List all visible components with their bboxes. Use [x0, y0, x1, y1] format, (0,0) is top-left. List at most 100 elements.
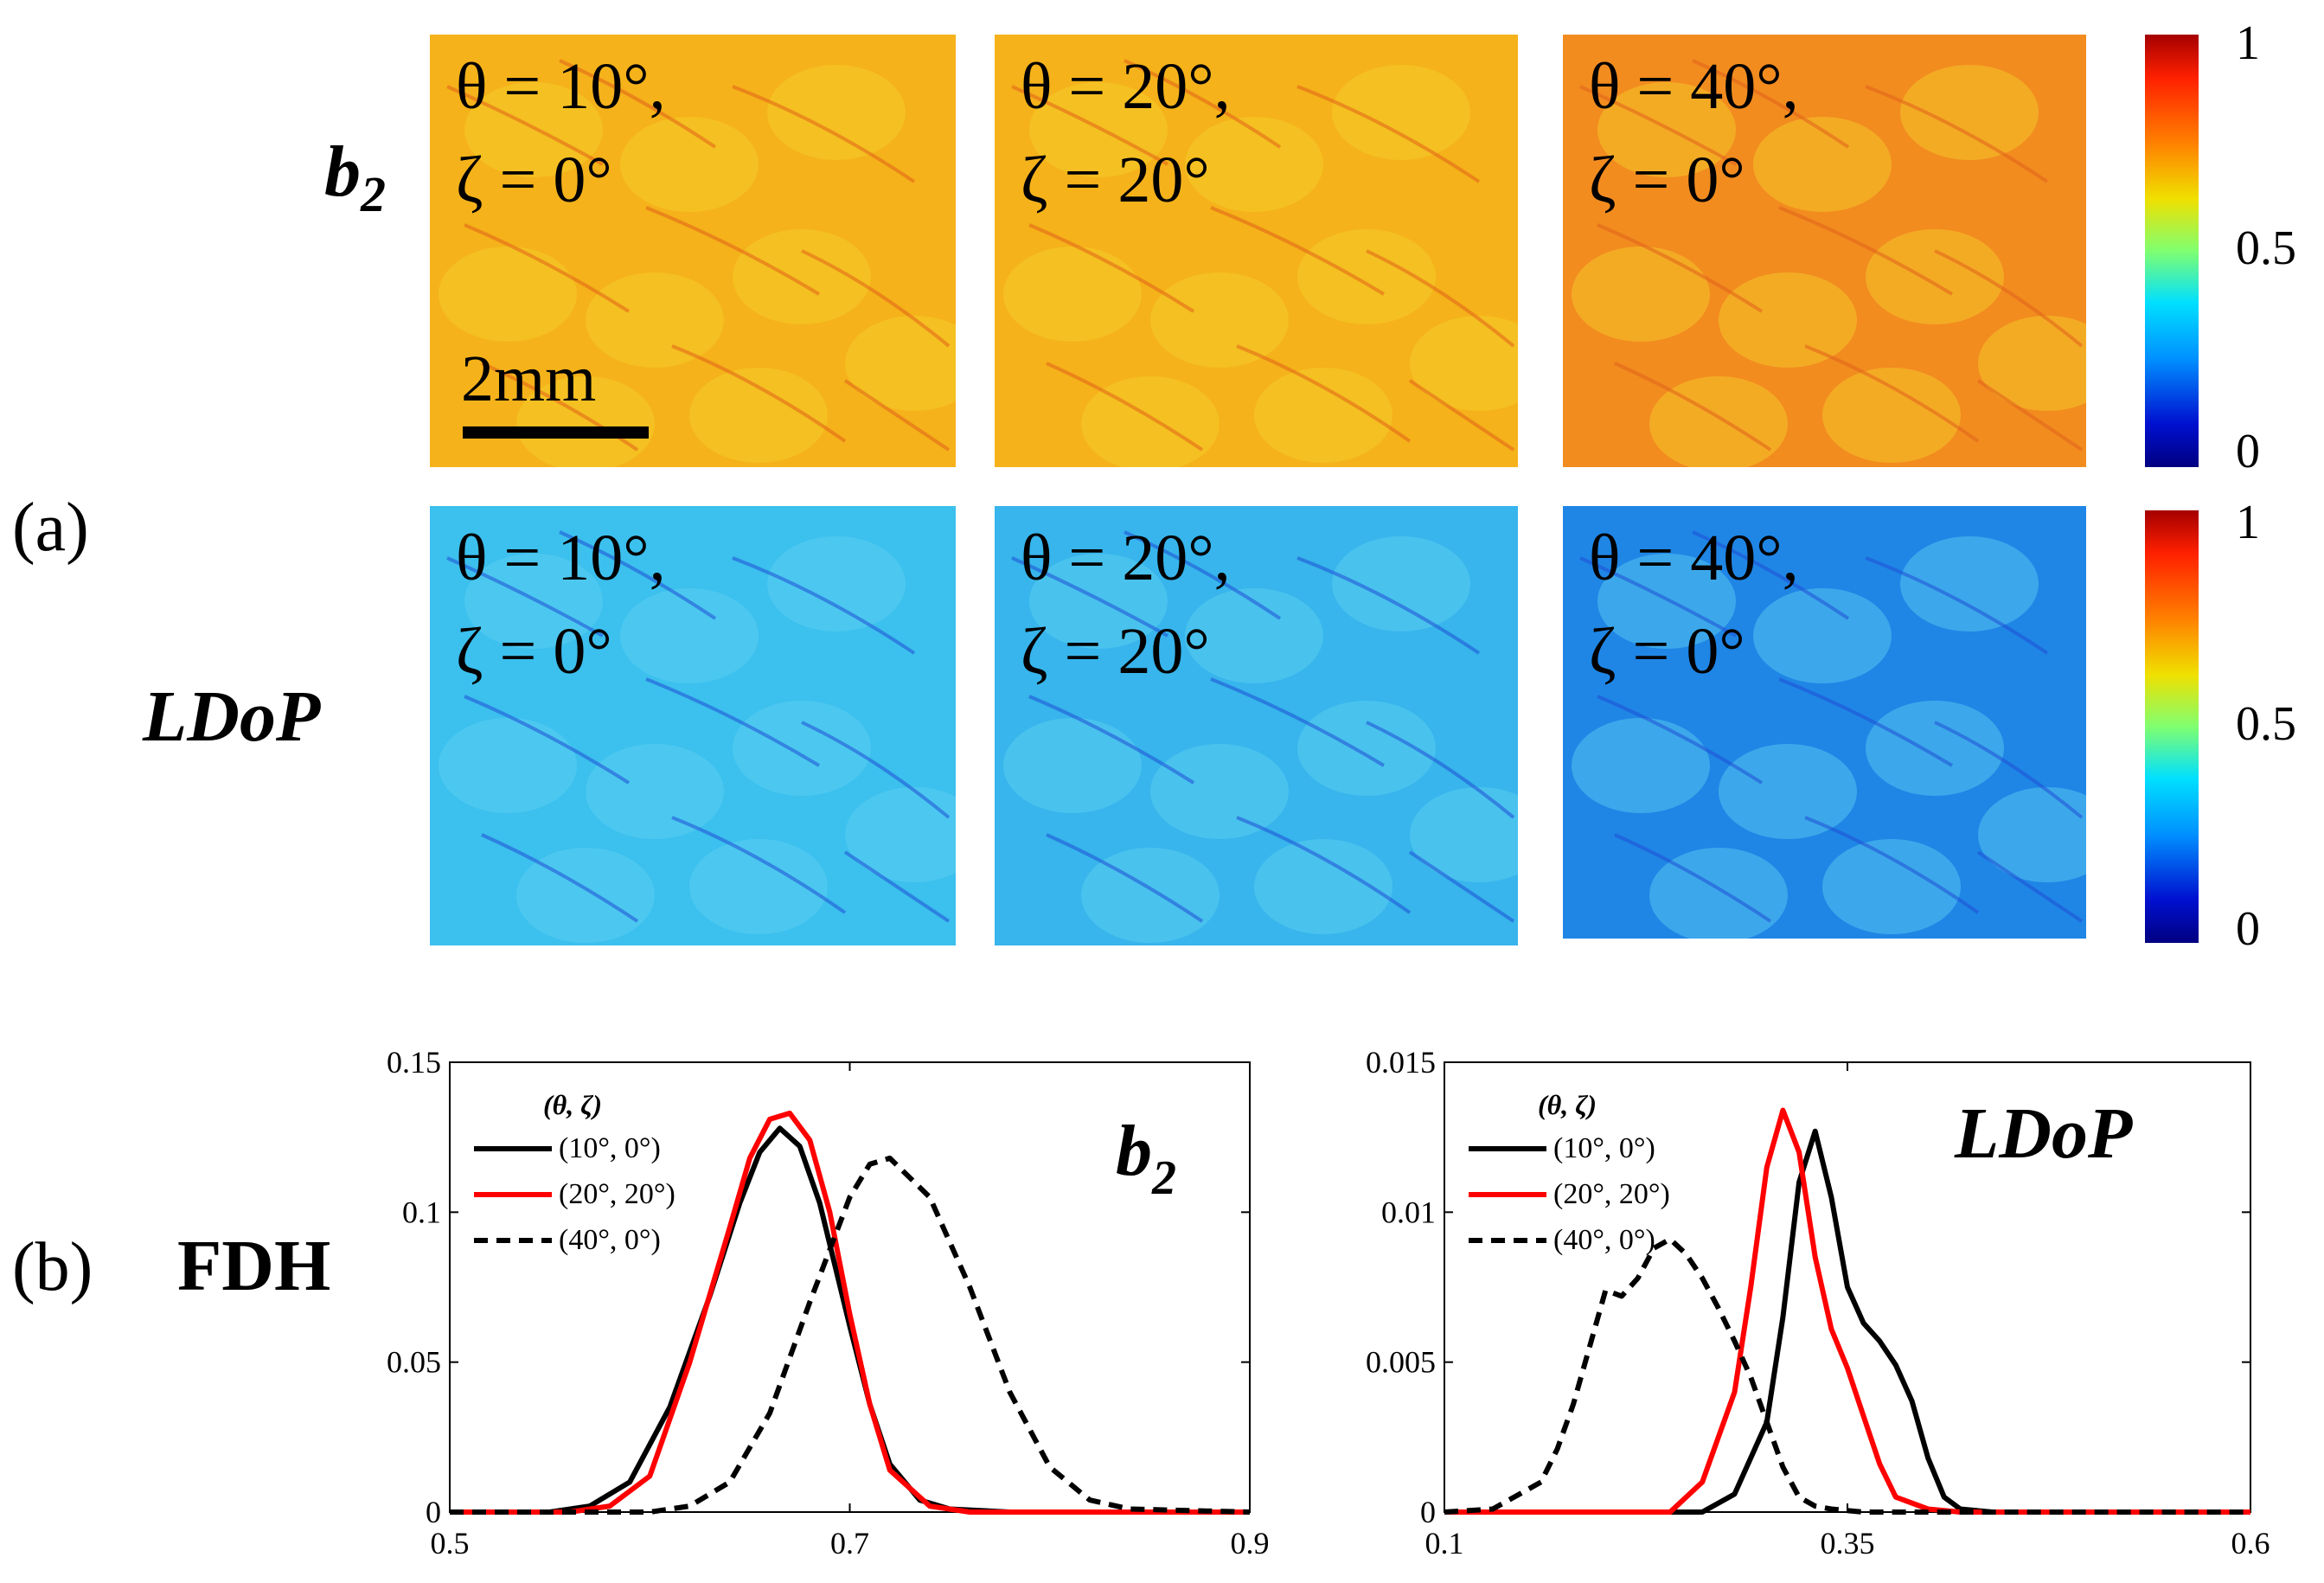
colorbar-b2	[2145, 35, 2199, 467]
map-cell-highlight	[1822, 368, 1961, 463]
map-vein	[1934, 721, 2084, 819]
ldop-tile-1-zeta: ζ = 0°	[456, 615, 612, 688]
map-vein	[446, 556, 604, 638]
ldop-tile-1-caption: θ = 10°, ζ = 0°	[456, 511, 666, 698]
map-vein	[1236, 816, 1412, 914]
b2-tile-3-theta: θ = 40°,	[1589, 50, 1799, 123]
map-cell-highlight	[767, 536, 906, 631]
legend-label-2: (20°, 20°)	[1553, 1178, 1670, 1210]
chart-title-sub: 2	[1151, 1151, 1176, 1205]
x-tick-label: 0.35	[1821, 1526, 1875, 1561]
map-cell-highlight	[1003, 247, 1142, 342]
ldop-tile-2-theta: θ = 20°,	[1021, 522, 1231, 594]
map-cell-highlight	[1866, 701, 2004, 796]
map-cell-highlight	[1185, 588, 1323, 683]
map-vein	[1692, 530, 1850, 620]
y-tick-label: 0.015	[1366, 1045, 1436, 1080]
map-vein	[1210, 206, 1386, 296]
map-vein	[1046, 362, 1204, 452]
ldop-map-tile-2: θ = 20°, ζ = 20°	[995, 506, 1518, 945]
map-vein	[1408, 850, 1515, 923]
map-vein	[1865, 85, 2049, 183]
map-vein	[1236, 344, 1412, 443]
b2-map-tile-3: θ = 40°, ζ = 0°	[1563, 35, 2086, 467]
map-cell-highlight	[1900, 536, 2039, 631]
colorbar-ldop-tick-05: 0.5	[2236, 697, 2296, 751]
map-vein	[645, 206, 821, 296]
map-cell-highlight	[1822, 839, 1961, 934]
map-cell-highlight	[1029, 82, 1168, 177]
map-cell-highlight	[1029, 554, 1168, 649]
map-cell-highlight	[1410, 316, 1518, 411]
map-cell-highlight	[620, 588, 759, 683]
panel-label-a: (a)	[12, 490, 89, 566]
y-tick-label: 0	[426, 1495, 441, 1529]
chart-title: b2	[1116, 1111, 1176, 1205]
colorbar-b2-tick-05: 0.5	[2236, 221, 2296, 275]
x-tick-label: 0.6	[2231, 1526, 2270, 1561]
fdh-label: FDH	[177, 1226, 331, 1306]
x-tick-label: 0.5	[431, 1526, 470, 1561]
ldop-map-tile-3: θ = 40°, ζ = 0°	[1563, 506, 2086, 939]
map-cell-highlight	[1254, 368, 1392, 463]
map-cell-highlight	[1753, 117, 1892, 212]
map-cell-highlight	[464, 82, 603, 177]
b2-map-image-3	[1563, 35, 2086, 467]
scale-bar-label: 2mm	[461, 343, 597, 415]
map-cell-highlight	[1410, 787, 1518, 882]
map-vein	[1296, 85, 1481, 183]
map-vein	[1804, 344, 1980, 443]
map-cell-highlight	[1866, 229, 2004, 324]
map-cell-highlight	[1572, 247, 1710, 342]
map-vein	[671, 344, 847, 443]
b2-tile-1-theta: θ = 10°,	[456, 50, 666, 123]
map-cell-highlight	[1978, 316, 2086, 411]
map-vein	[559, 530, 717, 620]
map-vein	[1976, 379, 2084, 452]
map-vein	[843, 850, 951, 923]
map-cell-highlight	[1332, 65, 1470, 160]
map-cell-highlight	[1150, 272, 1289, 368]
map-cell-highlight	[1719, 272, 1857, 368]
ldop-tile-3-zeta: ζ = 0°	[1589, 615, 1745, 688]
map-vein	[1778, 206, 1954, 296]
scale-bar	[463, 426, 649, 439]
b2-tile-2-caption: θ = 20°, ζ = 20°	[1021, 40, 1231, 227]
map-cell-highlight	[689, 368, 828, 463]
map-cell-highlight	[620, 117, 759, 212]
map-vein	[1210, 677, 1386, 767]
ldop-tile-1-theta: θ = 10°,	[456, 522, 666, 594]
map-cell-highlight	[1003, 718, 1142, 813]
map-vein	[1296, 556, 1481, 655]
y-tick-label: 0.05	[387, 1345, 441, 1380]
map-vein	[464, 695, 631, 785]
map-cell-highlight	[1081, 848, 1220, 943]
map-vein	[446, 85, 604, 166]
y-tick-label: 0.1	[402, 1195, 441, 1229]
b2-tile-3-caption: θ = 40°, ζ = 0°	[1589, 40, 1799, 227]
ldop-map-image-1	[430, 506, 956, 945]
b2-tile-1-zeta: ζ = 0°	[456, 144, 612, 216]
b2-map-image-2	[995, 35, 1518, 467]
map-vein	[559, 59, 717, 149]
map-cell-highlight	[1185, 117, 1323, 212]
fdh-chart-1: 0.5 0.7 0.9 0 0.05 0.1 0.15 (θ, ζ) (10°, 0°) (20°…	[387, 1045, 1270, 1561]
colorbar-b2-tick-0: 0	[2236, 425, 2260, 478]
b2-tile-1-caption: θ = 10°, ζ = 0°	[456, 40, 666, 227]
y-tick-label: 0	[1420, 1495, 1436, 1529]
chart-title: LDoP	[1954, 1093, 2133, 1174]
map-vein	[1124, 530, 1282, 620]
map-vein	[1579, 556, 1737, 638]
y-tick-label: 0.15	[387, 1045, 441, 1080]
x-tick-label: 0.1	[1425, 1526, 1464, 1561]
map-cell-highlight	[1719, 744, 1857, 839]
ldop-map-image-2	[995, 506, 1518, 945]
map-background	[995, 506, 1518, 945]
panel-label-b: (b)	[12, 1229, 93, 1305]
map-cell-highlight	[464, 554, 603, 649]
map-vein	[1614, 362, 1772, 452]
map-cell-highlight	[1597, 554, 1736, 649]
map-vein	[801, 249, 951, 348]
map-cell-highlight	[1254, 839, 1392, 934]
x-tick-label: 0.9	[1231, 1526, 1270, 1561]
